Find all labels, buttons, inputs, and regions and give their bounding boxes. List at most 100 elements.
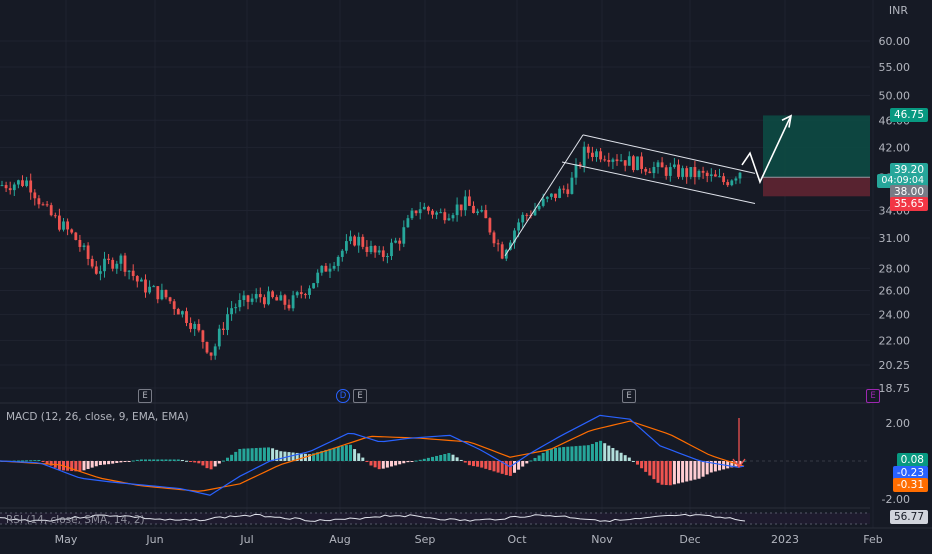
candle-body	[119, 255, 123, 264]
macd-hist-bar	[172, 459, 176, 461]
candle-body	[459, 204, 463, 211]
macd-hist-bar	[57, 461, 61, 470]
projection-arrowhead	[781, 114, 793, 128]
macd-hist-bar	[373, 461, 377, 468]
candle-body	[37, 198, 41, 205]
macd-hist-bar	[377, 461, 381, 470]
macd-hist-bar	[636, 461, 639, 465]
macd-hist-bar	[431, 456, 434, 461]
rsi-line	[0, 513, 746, 523]
macd-hist-bar	[156, 459, 160, 461]
rsi-legend[interactable]: RSI (14, close, SMA, 14, 2)	[6, 514, 145, 526]
earnings-marker-4[interactable]: E	[866, 389, 880, 403]
candle-body	[345, 241, 348, 251]
price-tick-label: 28.00	[879, 262, 911, 275]
candle-body	[357, 236, 361, 246]
candle-body	[578, 164, 582, 166]
candle-body	[619, 160, 623, 162]
candle-body	[718, 176, 721, 178]
candle-body	[308, 288, 311, 295]
earnings-marker-1[interactable]: E	[138, 389, 152, 403]
candle-body	[103, 258, 106, 272]
candle-body	[361, 236, 365, 247]
macd-hist-bar	[271, 448, 275, 461]
candle-body	[521, 214, 525, 223]
macd-hist-bar	[533, 457, 537, 461]
candle-body	[353, 236, 356, 246]
candle-body	[722, 176, 725, 183]
macd-hist-bar	[677, 461, 680, 484]
candle-body	[160, 289, 164, 300]
target-price-tag: 46.75	[889, 108, 928, 122]
macd-hist-bar	[221, 460, 225, 462]
candle-body	[189, 322, 192, 329]
macd-hist-bar	[611, 447, 615, 461]
macd-hist-bar	[205, 461, 209, 469]
candle-body	[545, 196, 549, 199]
candle-body	[320, 265, 324, 273]
macd-hist-bar	[107, 461, 111, 465]
channel-upper-line	[582, 134, 756, 174]
candle-body	[586, 146, 590, 153]
candle-body	[386, 256, 389, 258]
candle-body	[246, 295, 250, 302]
macd-hist-bar	[484, 461, 488, 469]
candle-body	[197, 323, 201, 331]
macd-hist-bar	[295, 452, 299, 461]
macd-hist-bar	[242, 448, 246, 461]
candle-body	[664, 167, 668, 176]
macd-hist-bar	[451, 454, 455, 461]
candle-body	[283, 295, 287, 305]
candle-body	[537, 205, 541, 210]
macd-hist-bar	[640, 461, 644, 469]
candle-body	[123, 255, 127, 272]
macd-hist-bar	[254, 448, 258, 461]
candle-body	[287, 304, 291, 309]
macd-hist-bar	[586, 445, 590, 461]
candle-body	[414, 210, 418, 214]
candle-body	[660, 162, 664, 168]
macd-hist-bar	[349, 444, 352, 461]
macd-hist-bar	[521, 461, 525, 467]
macd-hist-bar	[578, 445, 582, 461]
candle-body	[709, 174, 713, 177]
macd-hist-bar	[139, 459, 143, 461]
macd-legend[interactable]: MACD (12, 26, close, 9, EMA, EMA)	[6, 411, 189, 423]
macd-hist-bar	[459, 459, 463, 461]
candle-body	[685, 168, 689, 177]
macd-hist-bar	[217, 461, 221, 464]
candle-body	[726, 182, 730, 186]
macd-hist-bar	[545, 450, 549, 461]
candle-body	[135, 276, 139, 282]
candle-body	[299, 292, 303, 295]
macd-hist-bar	[701, 461, 705, 477]
candle-body	[611, 159, 615, 162]
candle-body	[78, 239, 82, 247]
candle-body	[53, 215, 57, 217]
macd-hist-bar	[513, 461, 516, 473]
macd-hist-bar	[16, 460, 20, 462]
candle-body	[418, 209, 422, 214]
macd-hist-bar	[230, 454, 234, 461]
earnings-marker-3[interactable]: E	[622, 389, 636, 403]
macd-hist-bar	[410, 461, 414, 462]
macd-hist-bar	[98, 461, 102, 466]
macd-hist-bar	[685, 461, 689, 482]
earnings-marker-2[interactable]: E	[353, 389, 367, 403]
target-zone	[763, 115, 870, 178]
macd-hist-bar	[246, 448, 250, 461]
dividend-marker[interactable]: D	[336, 389, 350, 403]
candle-body	[127, 270, 131, 272]
macd-hist-bar	[390, 461, 393, 467]
macd-hist-bar	[238, 448, 242, 461]
macd-hist-bar	[549, 448, 553, 461]
candle-body	[591, 152, 594, 158]
candle-body	[373, 245, 377, 253]
macd-hist-bar	[467, 461, 471, 466]
macd-hist-bar	[176, 459, 180, 461]
macd-hist-bar	[718, 461, 721, 471]
macd-hist-bar	[455, 457, 459, 461]
candle-body	[681, 168, 684, 177]
